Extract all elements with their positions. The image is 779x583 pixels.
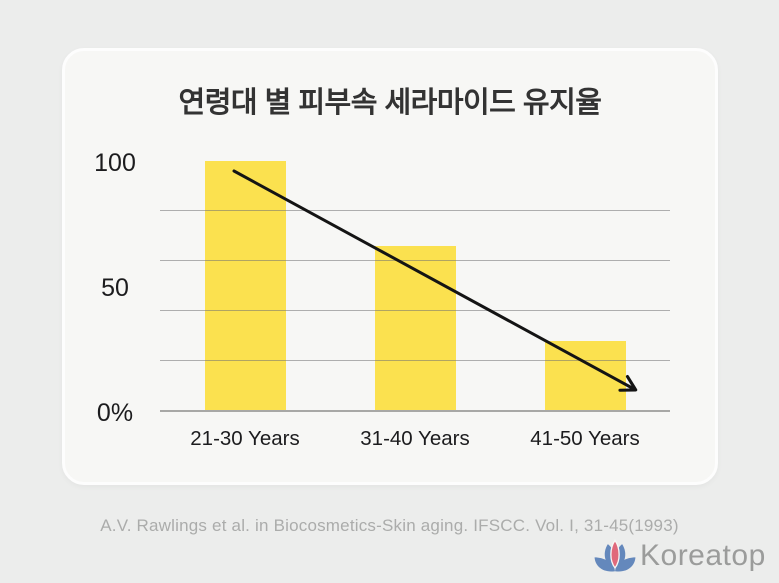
gridline-80 [160, 210, 670, 211]
x-label-21-30-years: 21-30 Years [190, 427, 300, 450]
gridline-20 [160, 360, 670, 361]
source-citation: A.V. Rawlings et al. in Biocosmetics-Ski… [100, 516, 679, 535]
bar-31-40-years [374, 246, 456, 411]
brand-name: Koreatop [640, 539, 766, 572]
trend-decline-arrow [232, 169, 638, 392]
gridline-40 [160, 310, 670, 311]
y-axis: 100 50 0% [83, 149, 147, 427]
bar-slot [160, 161, 330, 411]
x-label-31-40-years: 31-40 Years [360, 427, 470, 450]
gridline-60 [160, 260, 670, 261]
brand-watermark: Koreatop [592, 537, 766, 575]
plot-area [160, 161, 670, 412]
chart-title: 연령대 별 피부속 세라마이드 유지율 [178, 87, 602, 119]
y-tick-100: 100 [94, 149, 136, 177]
y-tick-0: 0% [96, 399, 134, 427]
x-axis-labels: 21-30 Years 31-40 Years 41-50 Years [160, 427, 670, 451]
lotus-icon [594, 539, 636, 572]
bars-container [160, 161, 670, 411]
bar-slot [330, 161, 500, 411]
y-tick-50: 50 [101, 274, 129, 302]
x-axis-baseline [160, 410, 670, 412]
bar-21-30-years [204, 161, 286, 411]
chart-card: 연령대 별 피부속 세라마이드 유지율 100 50 0% 21-30 Years 3… [62, 48, 718, 485]
x-label-41-50-years: 41-50 Years [530, 427, 640, 450]
